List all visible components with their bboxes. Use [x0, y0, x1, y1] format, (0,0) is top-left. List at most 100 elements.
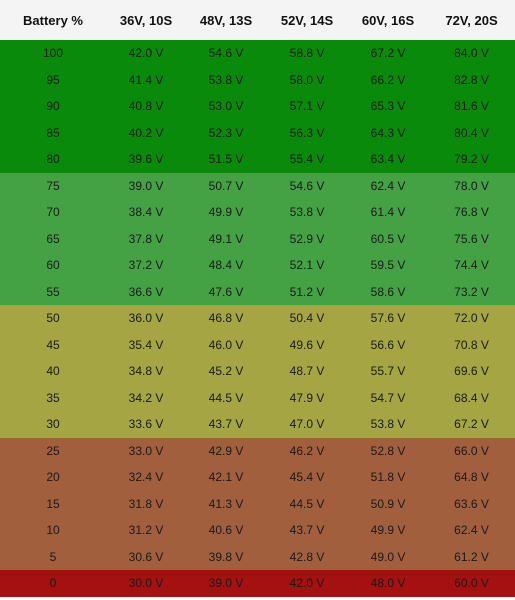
- table-header-row: Battery % 36V, 10S 48V, 13S 52V, 14S 60V…: [0, 0, 515, 40]
- cell-60v: 51.8 V: [370, 470, 406, 485]
- table-row: 0 30.0 V 39.0 V 42.0 V 48.0 V 60.0 V: [0, 570, 515, 597]
- cell-48v: 53.0 V: [208, 99, 244, 114]
- cell-36v: 34.2 V: [128, 390, 164, 405]
- header-72v: 72V, 20S: [445, 12, 498, 28]
- cell-48v: 49.1 V: [208, 231, 244, 246]
- cell-60v: 67.2 V: [370, 46, 406, 61]
- cell-60v: 49.9 V: [370, 523, 406, 538]
- cell-60v: 56.6 V: [370, 337, 406, 352]
- cell-48v: 45.2 V: [208, 364, 244, 379]
- cell-52v: 45.4 V: [289, 470, 325, 485]
- cell-battery-percent: 50: [46, 311, 60, 326]
- cell-48v: 39.8 V: [208, 549, 244, 564]
- cell-60v: 54.7 V: [370, 390, 406, 405]
- cell-72v: 70.8 V: [454, 337, 489, 352]
- cell-52v: 58.8 V: [289, 46, 325, 61]
- cell-52v: 53.8 V: [289, 205, 325, 220]
- cell-battery-percent: 65: [46, 231, 60, 246]
- table-row: 50 36.0 V 46.8 V 50.4 V 57.6 V 72.0 V: [0, 305, 515, 332]
- cell-36v: 34.8 V: [128, 364, 164, 379]
- cell-72v: 62.4 V: [454, 523, 489, 538]
- cell-60v: 64.3 V: [370, 125, 406, 140]
- cell-52v: 51.2 V: [289, 284, 325, 299]
- cell-72v: 74.4 V: [454, 258, 489, 273]
- cell-48v: 42.9 V: [208, 443, 244, 458]
- cell-72v: 68.4 V: [454, 390, 489, 405]
- cell-48v: 53.8 V: [208, 72, 244, 87]
- cell-52v: 47.0 V: [289, 417, 325, 432]
- cell-battery-percent: 25: [46, 443, 60, 458]
- cell-48v: 47.6 V: [208, 284, 244, 299]
- cell-72v: 75.6 V: [454, 231, 489, 246]
- table-row: 20 32.4 V 42.1 V 45.4 V 51.8 V 64.8 V: [0, 464, 515, 491]
- cell-52v: 46.2 V: [289, 443, 325, 458]
- cell-52v: 48.7 V: [289, 364, 325, 379]
- cell-60v: 49.0 V: [370, 549, 406, 564]
- cell-60v: 65.3 V: [370, 99, 406, 114]
- table-row: 55 36.6 V 47.6 V 51.2 V 58.6 V 73.2 V: [0, 278, 515, 305]
- cell-48v: 43.7 V: [208, 417, 244, 432]
- cell-52v: 42.0 V: [289, 576, 325, 591]
- cell-battery-percent: 20: [46, 470, 60, 485]
- cell-52v: 49.6 V: [289, 337, 325, 352]
- cell-battery-percent: 55: [46, 284, 60, 299]
- cell-36v: 30.6 V: [128, 549, 164, 564]
- cell-battery-percent: 70: [46, 205, 60, 220]
- cell-60v: 52.8 V: [370, 443, 406, 458]
- cell-72v: 81.6 V: [454, 99, 489, 114]
- cell-battery-percent: 30: [46, 417, 60, 432]
- cell-72v: 63.6 V: [454, 496, 489, 511]
- cell-52v: 52.9 V: [289, 231, 325, 246]
- cell-52v: 56.3 V: [289, 125, 325, 140]
- cell-36v: 32.4 V: [128, 470, 164, 485]
- cell-60v: 66.2 V: [370, 72, 406, 87]
- cell-52v: 44.5 V: [289, 496, 325, 511]
- cell-72v: 69.6 V: [454, 364, 489, 379]
- header-battery-percent: Battery %: [23, 12, 83, 28]
- cell-battery-percent: 35: [46, 390, 60, 405]
- cell-72v: 78.0 V: [454, 178, 489, 193]
- table-row: 35 34.2 V 44.5 V 47.9 V 54.7 V 68.4 V: [0, 384, 515, 411]
- header-60v: 60V, 16S: [361, 12, 415, 28]
- table-row: 60 37.2 V 48.4 V 52.1 V 59.5 V 74.4 V: [0, 252, 515, 279]
- table-row: 90 40.8 V 53.0 V 57.1 V 65.3 V 81.6 V: [0, 93, 515, 120]
- cell-battery-percent: 95: [46, 72, 60, 87]
- cell-52v: 50.4 V: [289, 311, 325, 326]
- table-body: 100 42.0 V 54.6 V 58.8 V 67.2 V 84.0 V 95 41.4 …: [0, 40, 515, 597]
- cell-battery-percent: 75: [46, 178, 60, 193]
- cell-36v: 40.2 V: [128, 125, 164, 140]
- cell-60v: 58.6 V: [370, 284, 406, 299]
- cell-48v: 44.5 V: [208, 390, 244, 405]
- cell-battery-percent: 90: [46, 99, 60, 114]
- cell-52v: 47.9 V: [289, 390, 325, 405]
- cell-36v: 33.0 V: [128, 443, 164, 458]
- cell-72v: 60.0 V: [454, 576, 489, 591]
- table-row: 75 39.0 V 50.7 V 54.6 V 62.4 V 78.0 V: [0, 172, 515, 199]
- cell-48v: 48.4 V: [208, 258, 244, 273]
- cell-52v: 55.4 V: [289, 152, 325, 167]
- cell-52v: 57.1 V: [289, 99, 325, 114]
- cell-36v: 41.4 V: [128, 72, 164, 87]
- table-row: 45 35.4 V 46.0 V 49.6 V 56.6 V 70.8 V: [0, 331, 515, 358]
- table-row: 100 42.0 V 54.6 V 58.8 V 67.2 V 84.0 V: [0, 40, 515, 67]
- cell-52v: 58.0 V: [289, 72, 325, 87]
- cell-60v: 59.5 V: [370, 258, 406, 273]
- cell-48v: 42.1 V: [208, 470, 244, 485]
- cell-48v: 49.9 V: [208, 205, 244, 220]
- table-row: 95 41.4 V 53.8 V 58.0 V 66.2 V 82.8 V: [0, 66, 515, 93]
- cell-battery-percent: 60: [46, 258, 60, 273]
- cell-72v: 79.2 V: [454, 152, 489, 167]
- cell-60v: 48.0 V: [370, 576, 406, 591]
- cell-36v: 36.6 V: [128, 284, 164, 299]
- table-row: 30 33.6 V 43.7 V 47.0 V 53.8 V 67.2 V: [0, 411, 515, 438]
- cell-52v: 42.8 V: [289, 549, 325, 564]
- cell-battery-percent: 0: [49, 576, 57, 591]
- cell-60v: 57.6 V: [370, 311, 406, 326]
- table-row: 15 31.8 V 41.3 V 44.5 V 50.9 V 63.6 V: [0, 490, 515, 517]
- cell-48v: 51.5 V: [208, 152, 244, 167]
- cell-48v: 50.7 V: [208, 178, 244, 193]
- cell-60v: 63.4 V: [370, 152, 406, 167]
- cell-battery-percent: 80: [46, 152, 60, 167]
- cell-36v: 33.6 V: [128, 417, 164, 432]
